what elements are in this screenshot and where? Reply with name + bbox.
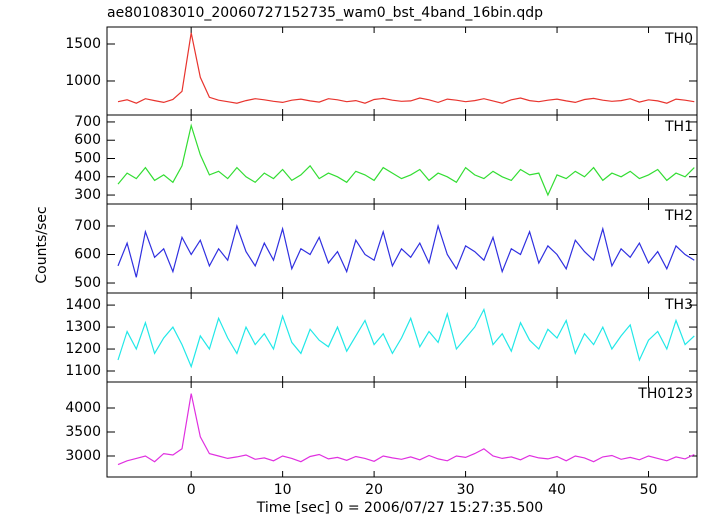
light-curve (117, 123, 695, 197)
chart-title: ae801083010_20060727152735_wam0_bst_4ban… (107, 5, 543, 21)
y-tick-label: 1500 (65, 36, 101, 52)
light-curve (117, 32, 695, 104)
y-tick-label: 500 (74, 275, 101, 291)
x-tick-label: 40 (548, 482, 566, 498)
y-tick-label: 400 (74, 169, 101, 185)
panel-label: TH3 (664, 297, 693, 313)
light-curve (117, 307, 695, 369)
y-tick-label: 300 (74, 187, 101, 203)
panel-frame (106, 114, 698, 205)
y-tick-label: 600 (74, 132, 101, 148)
x-axis-label: Time [sec] 0 = 2006/07/27 15:27:35.500 (256, 500, 543, 516)
y-tick-label: 500 (74, 150, 101, 166)
light-curve (117, 223, 695, 278)
panel-label: TH0123 (637, 386, 693, 402)
x-tick-label: 20 (365, 482, 383, 498)
x-tick-label: 10 (274, 482, 292, 498)
panel-label: TH0 (664, 31, 693, 47)
x-tick-label: 50 (640, 482, 658, 498)
y-tick-label: 4000 (65, 400, 101, 416)
y-tick-label: 700 (74, 114, 101, 130)
light-curve (117, 393, 695, 466)
y-axis-label: Counts/sec (34, 206, 50, 283)
y-tick-label: 1300 (65, 319, 101, 335)
x-tick-label: 0 (187, 482, 196, 498)
panel-label: TH1 (664, 119, 693, 135)
y-tick-label: 1000 (65, 73, 101, 89)
y-tick-label: 1400 (65, 297, 101, 313)
y-tick-label: 700 (74, 218, 101, 234)
panel-frame (106, 381, 698, 478)
panel-label: TH2 (664, 208, 693, 224)
y-tick-label: 600 (74, 246, 101, 262)
y-tick-label: 1200 (65, 341, 101, 357)
y-tick-label: 1100 (65, 363, 101, 379)
y-tick-label: 3500 (65, 424, 101, 440)
y-tick-label: 3000 (65, 448, 101, 464)
x-tick-label: 30 (457, 482, 475, 498)
